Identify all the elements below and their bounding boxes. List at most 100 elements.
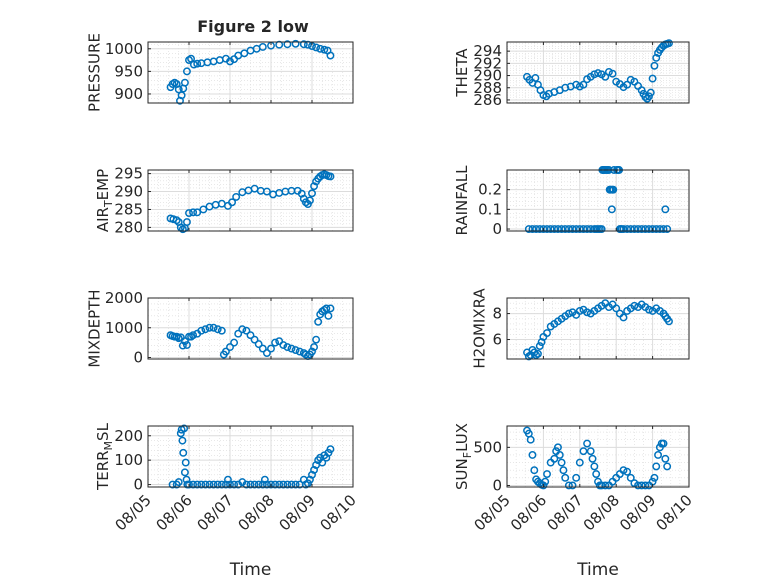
data-point: [619, 225, 628, 233]
data-point: [623, 467, 632, 476]
y-tick-label: 100: [114, 451, 143, 469]
y-tick-label: 0: [492, 476, 502, 494]
data-point: [592, 470, 601, 478]
data-point: [652, 462, 661, 471]
data-point: [546, 225, 555, 233]
y-axis-label: TERRMSL: [94, 422, 115, 491]
y-tick-label: 6: [492, 331, 502, 349]
data-point: [217, 326, 226, 335]
data-point: [326, 51, 335, 60]
y-tick-label: 290: [114, 183, 143, 201]
data-point: [217, 480, 226, 489]
data-point: [312, 335, 321, 344]
data-point: [564, 309, 573, 318]
data-point: [543, 329, 551, 337]
data-point: [283, 40, 292, 49]
data-point: [312, 43, 321, 52]
data-point: [661, 205, 670, 214]
data-point: [557, 458, 566, 467]
data-point: [246, 331, 255, 340]
y-axis-label: H2OMIXRA: [470, 288, 488, 369]
data-point: [665, 317, 673, 326]
data-point: [652, 53, 661, 62]
data-point: [531, 74, 540, 82]
data-point: [213, 480, 222, 489]
axes-box: [147, 425, 354, 488]
data-point: [185, 480, 193, 489]
y-tick-label: 295: [114, 165, 143, 183]
data-point: [661, 454, 670, 463]
y-tick-label: 2000: [105, 289, 143, 307]
data-point: [539, 225, 548, 233]
y-axis-label: MIXDEPTH: [86, 289, 104, 367]
data-point: [568, 225, 577, 233]
data-point: [197, 480, 206, 489]
data-point: [201, 325, 210, 334]
data-point: [555, 451, 564, 459]
y-tick-label: 500: [473, 438, 502, 456]
data-point: [626, 225, 635, 233]
data-point: [564, 225, 573, 233]
y-axis-label: THETA: [453, 48, 471, 98]
data-point: [572, 473, 581, 482]
data-point: [557, 225, 566, 233]
data-point: [619, 466, 628, 475]
data-point: [240, 49, 249, 58]
data-point: [630, 301, 639, 310]
data-point: [226, 343, 234, 352]
data-point: [528, 225, 537, 233]
x-axis-label: Time: [576, 560, 619, 580]
data-point: [180, 468, 189, 477]
y-tick-label: 0.2: [478, 181, 502, 199]
data-point: [283, 480, 292, 489]
data-point: [597, 481, 606, 490]
data-point: [608, 69, 617, 78]
data-point: [183, 218, 191, 226]
axes-box: [147, 41, 354, 104]
data-point: [180, 78, 189, 87]
data-point: [197, 326, 206, 335]
y-tick-label: 0: [492, 220, 502, 238]
data-point: [193, 480, 202, 489]
data-point: [648, 74, 657, 83]
y-tick-label: 0: [133, 476, 143, 494]
axes-box: [506, 41, 690, 104]
data-point: [308, 189, 316, 198]
y-tick-label: 1000: [105, 40, 143, 58]
axes-box: [506, 425, 690, 488]
data-point: [554, 443, 562, 452]
data-point: [279, 341, 288, 349]
data-point: [232, 192, 241, 201]
axes-box: [147, 169, 354, 232]
data-point: [193, 208, 202, 217]
data-point: [262, 349, 271, 357]
data-point: [561, 225, 570, 233]
data-point: [199, 205, 208, 214]
data-point: [310, 343, 318, 352]
data-point: [634, 481, 642, 490]
data-point: [189, 331, 198, 340]
data-point: [583, 308, 592, 317]
data-point: [183, 341, 191, 349]
y-tick-label: 286: [473, 91, 502, 109]
data-point: [205, 480, 214, 489]
data-point: [283, 343, 292, 352]
data-point: [559, 466, 568, 475]
data-point: [275, 480, 284, 489]
data-point: [250, 335, 259, 344]
data-point: [543, 470, 551, 478]
data-point: [645, 305, 653, 314]
y-axis-label: RAINFALL: [453, 165, 471, 236]
y-axis-label: SUNFLUX: [453, 423, 474, 490]
data-point: [597, 225, 606, 233]
data-point: [209, 323, 218, 332]
data-point: [530, 466, 539, 475]
data-point: [594, 69, 602, 78]
data-point: [287, 480, 296, 489]
data-point: [579, 447, 588, 456]
data-point: [262, 480, 271, 489]
data-point: [242, 326, 251, 335]
